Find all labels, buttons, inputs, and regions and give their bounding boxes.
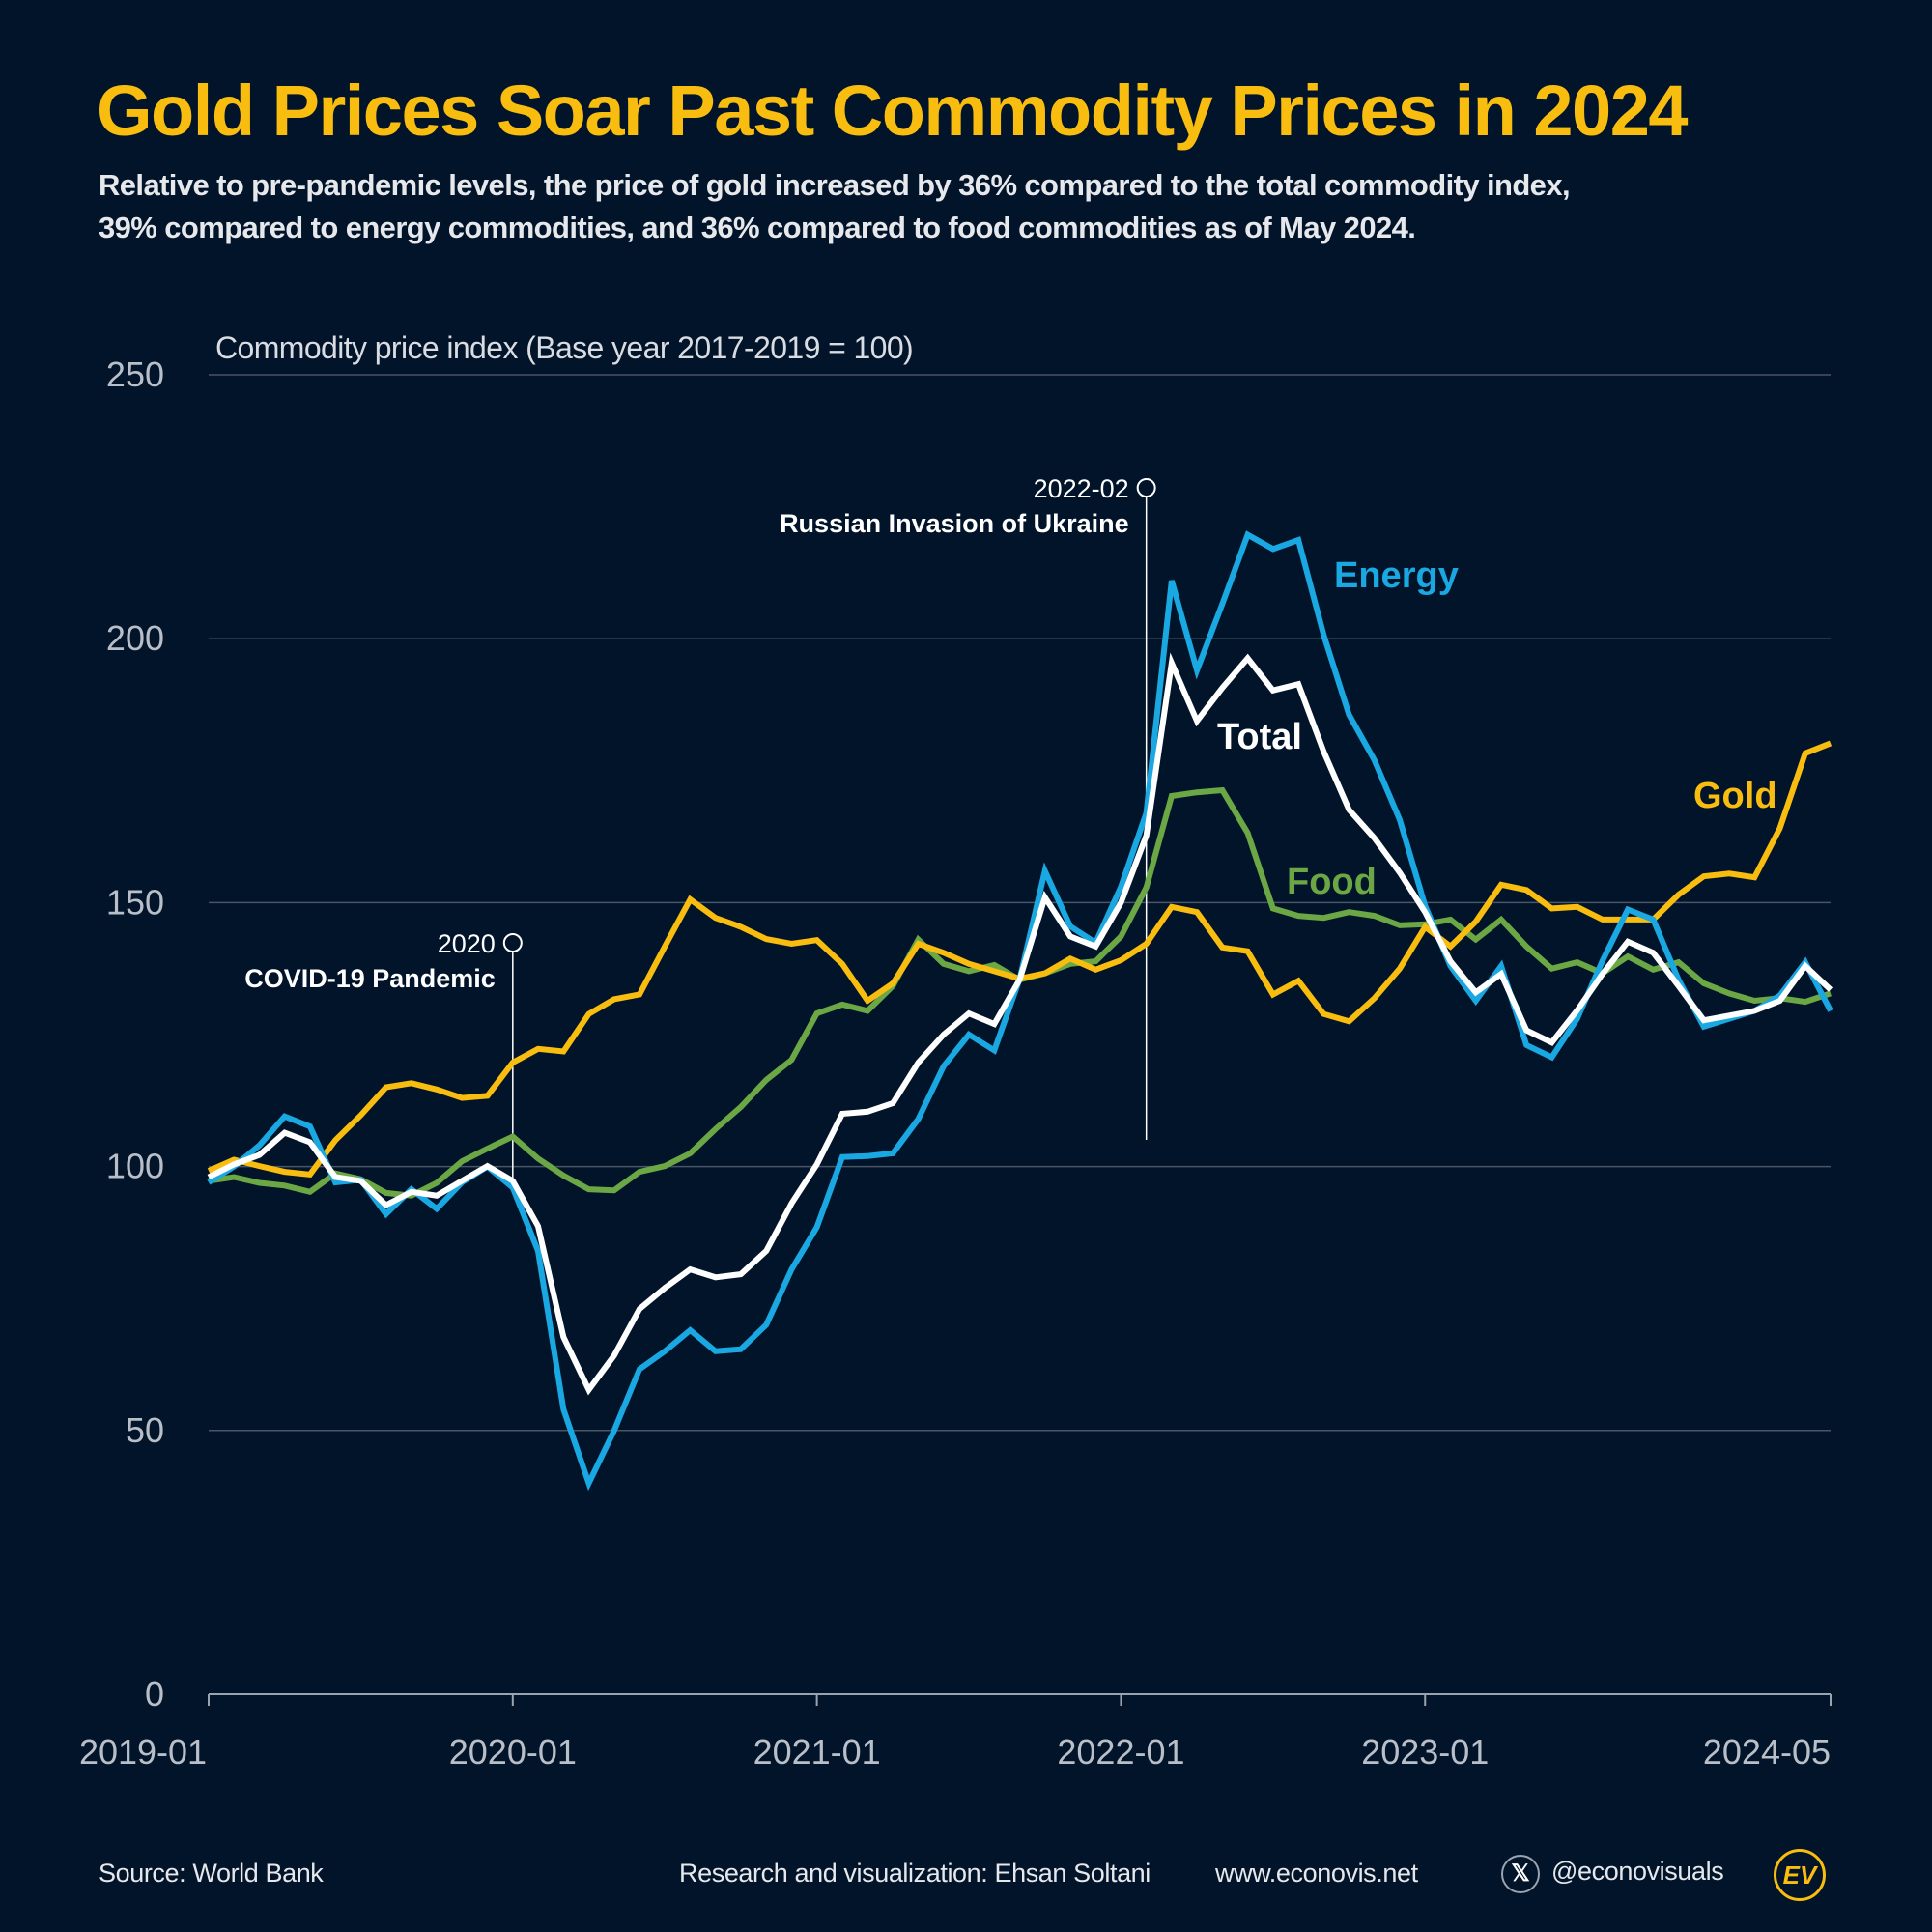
annotation-marker-icon: [1136, 478, 1156, 497]
x-tick-label: 2020-01: [449, 1732, 577, 1772]
x-tick-label: 2021-01: [753, 1732, 881, 1772]
x-logo-icon: 𝕏: [1501, 1855, 1540, 1893]
credit-text: Research and visualization: Ehsan Soltan…: [679, 1859, 1151, 1888]
annotation-date: 2020: [438, 929, 496, 958]
x-tick-label: 2022-01: [1057, 1732, 1184, 1772]
series-line-total: [207, 652, 1833, 1396]
series-line-gold: [207, 740, 1833, 1178]
series-label-food: Food: [1287, 862, 1377, 902]
y-tick-label: 150: [106, 882, 164, 922]
series-line-energy: [207, 530, 1833, 1492]
y-axis-title: Commodity price index (Base year 2017-20…: [215, 330, 914, 365]
y-tick-label: 0: [145, 1674, 164, 1714]
social-handle[interactable]: @econovisuals: [1551, 1857, 1724, 1886]
source-text: Source: World Bank: [99, 1859, 324, 1888]
y-tick-label: 100: [106, 1147, 164, 1186]
website-link[interactable]: www.econovis.net: [1215, 1859, 1418, 1888]
line-chart: 0 50 100 150 200 250 2019-01 2020-01 2021-01 2022…: [79, 355, 1833, 1772]
series-label-gold: Gold: [1693, 776, 1777, 816]
subtitle-line-1: Relative to pre-pandemic levels, the pri…: [99, 168, 1571, 202]
ev-logo-icon: EV: [1774, 1849, 1826, 1901]
series-label-total: Total: [1217, 717, 1302, 757]
y-tick-label: 250: [106, 355, 164, 394]
series-label-energy: Energy: [1334, 555, 1459, 596]
logo-text: EV: [1782, 1861, 1817, 1889]
chart-title: Gold Prices Soar Past Commodity Prices i…: [97, 71, 1689, 151]
annotation-date: 2022-02: [1034, 474, 1129, 503]
subtitle-line-2: 39% compared to energy commodities, and …: [99, 211, 1416, 244]
annotation-text: Russian Invasion of Ukraine: [780, 509, 1129, 538]
x-tick-label: 2023-01: [1361, 1732, 1489, 1772]
x-tick-label: 2019-01: [79, 1732, 207, 1772]
annotation-text: COVID-19 Pandemic: [244, 964, 496, 993]
x-tick-label: 2024-05: [1703, 1732, 1831, 1772]
annotation-marker-icon: [502, 933, 523, 952]
y-tick-label: 50: [126, 1410, 164, 1450]
y-tick-label: 200: [106, 618, 164, 658]
